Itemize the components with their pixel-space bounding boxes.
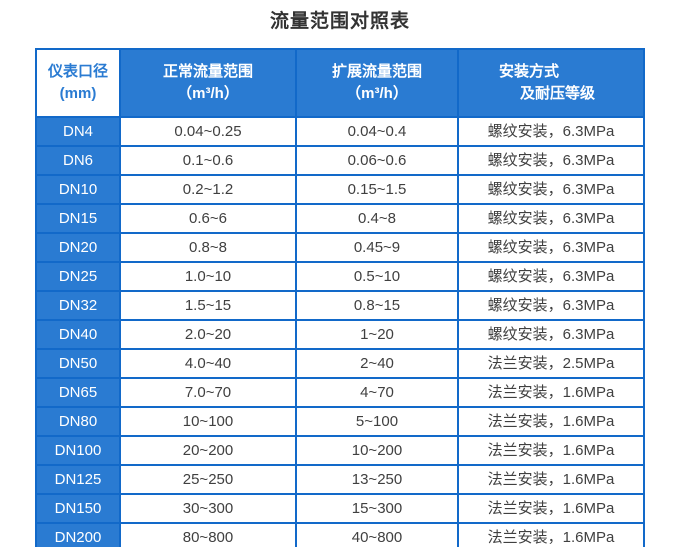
dn-cell: DN15 [35,203,121,234]
extended-range-cell: 0.45~9 [295,232,459,263]
dn-cell: DN40 [35,319,121,350]
header-install-cell: 安装方式 及耐压等级 [457,48,645,118]
install-cell: 法兰安装，1.6MPa [457,464,645,495]
header-install-line1: 安装方式 [499,63,560,80]
table-row: DN150 30~300 15~300 法兰安装，1.6MPa [35,493,645,524]
normal-range-cell: 20~200 [119,435,297,466]
dn-cell: DN65 [35,377,121,408]
normal-range-cell: 0.8~8 [119,232,297,263]
extended-range-cell: 4~70 [295,377,459,408]
extended-range-cell: 0.06~0.6 [295,145,459,176]
extended-range-cell: 0.4~8 [295,203,459,234]
header-extended-range-cell: 扩展流量范围 （m³/h） [295,48,459,118]
table-row: DN6 0.1~0.6 0.06~0.6 螺纹安装，6.3MPa [35,145,645,176]
normal-range-cell: 1.0~10 [119,261,297,292]
dn-cell: DN10 [35,174,121,205]
install-cell: 螺纹安装，6.3MPa [457,290,645,321]
install-cell: 法兰安装，2.5MPa [457,348,645,379]
dn-cell: DN6 [35,145,121,176]
install-cell: 螺纹安装，6.3MPa [457,145,645,176]
install-cell: 法兰安装，1.6MPa [457,435,645,466]
table-row: DN200 80~800 40~800 法兰安装，1.6MPa [35,522,645,547]
normal-range-cell: 0.6~6 [119,203,297,234]
install-cell: 螺纹安装，6.3MPa [457,232,645,263]
install-cell: 螺纹安装，6.3MPa [457,116,645,147]
dn-cell: DN32 [35,290,121,321]
table-row: DN25 1.0~10 0.5~10 螺纹安装，6.3MPa [35,261,645,292]
header-extended-line1: 扩展流量范围 [331,63,422,80]
table-row: DN40 2.0~20 1~20 螺纹安装，6.3MPa [35,319,645,350]
dn-cell: DN25 [35,261,121,292]
normal-range-cell: 25~250 [119,464,297,495]
normal-range-cell: 1.5~15 [119,290,297,321]
extended-range-cell: 10~200 [295,435,459,466]
normal-range-cell: 0.2~1.2 [119,174,297,205]
table-row: DN50 4.0~40 2~40 法兰安装，2.5MPa [35,348,645,379]
normal-range-cell: 4.0~40 [119,348,297,379]
extended-range-cell: 40~800 [295,522,459,547]
table-row: DN4 0.04~0.25 0.04~0.4 螺纹安装，6.3MPa [35,116,645,147]
dn-cell: DN150 [35,493,121,524]
normal-range-cell: 2.0~20 [119,319,297,350]
dn-cell: DN125 [35,464,121,495]
install-cell: 螺纹安装，6.3MPa [457,261,645,292]
extended-range-cell: 0.15~1.5 [295,174,459,205]
table-row: DN15 0.6~6 0.4~8 螺纹安装，6.3MPa [35,203,645,234]
header-diameter-cell: 仪表口径 (mm) [35,48,121,118]
table-row: DN125 25~250 13~250 法兰安装，1.6MPa [35,464,645,495]
table-row: DN100 20~200 10~200 法兰安装，1.6MPa [35,435,645,466]
page-title: 流量范围对照表 [269,11,410,32]
header-diameter-line1: 仪表口径 [47,63,108,80]
header-diameter-line2: (mm) [59,85,97,102]
normal-range-cell: 0.04~0.25 [119,116,297,147]
extended-range-cell: 0.04~0.4 [295,116,459,147]
table-row: DN32 1.5~15 0.8~15 螺纹安装，6.3MPa [35,290,645,321]
install-cell: 法兰安装，1.6MPa [457,406,645,437]
extended-range-cell: 2~40 [295,348,459,379]
normal-range-cell: 0.1~0.6 [119,145,297,176]
install-cell: 法兰安装，1.6MPa [457,377,645,408]
extended-range-cell: 0.5~10 [295,261,459,292]
extended-range-cell: 15~300 [295,493,459,524]
dn-cell: DN50 [35,348,121,379]
extended-range-cell: 5~100 [295,406,459,437]
header-normal-range-cell: 正常流量范围 （m³/h） [119,48,297,118]
extended-range-cell: 0.8~15 [295,290,459,321]
dn-cell: DN20 [35,232,121,263]
normal-range-cell: 7.0~70 [119,377,297,408]
header-normal-line1: 正常流量范围 [162,63,253,80]
extended-range-cell: 13~250 [295,464,459,495]
normal-range-cell: 30~300 [119,493,297,524]
install-cell: 法兰安装，1.6MPa [457,522,645,547]
extended-range-cell: 1~20 [295,319,459,350]
dn-cell: DN100 [35,435,121,466]
header-normal-unit: （m³/h） [177,85,239,102]
table-row: DN20 0.8~8 0.45~9 螺纹安装，6.3MPa [35,232,645,263]
table-row: DN10 0.2~1.2 0.15~1.5 螺纹安装，6.3MPa [35,174,645,205]
install-cell: 螺纹安装，6.3MPa [457,174,645,205]
dn-cell: DN80 [35,406,121,437]
normal-range-cell: 80~800 [119,522,297,547]
dn-cell: DN200 [35,522,121,547]
table-row: DN80 10~100 5~100 法兰安装，1.6MPa [35,406,645,437]
dn-cell: DN4 [35,116,121,147]
install-cell: 螺纹安装，6.3MPa [457,319,645,350]
normal-range-cell: 10~100 [119,406,297,437]
header-extended-unit: （m³/h） [346,85,408,102]
header-row: 仪表口径 (mm) 正常流量范围 （m³/h） 扩展流量范围 （m³/h） 安装… [35,48,645,118]
header-install-line2: 及耐压等级 [520,85,596,102]
flow-range-table: 仪表口径 (mm) 正常流量范围 （m³/h） 扩展流量范围 （m³/h） 安装… [35,48,645,547]
table-row: DN65 7.0~70 4~70 法兰安装，1.6MPa [35,377,645,408]
install-cell: 法兰安装，1.6MPa [457,493,645,524]
install-cell: 螺纹安装，6.3MPa [457,203,645,234]
